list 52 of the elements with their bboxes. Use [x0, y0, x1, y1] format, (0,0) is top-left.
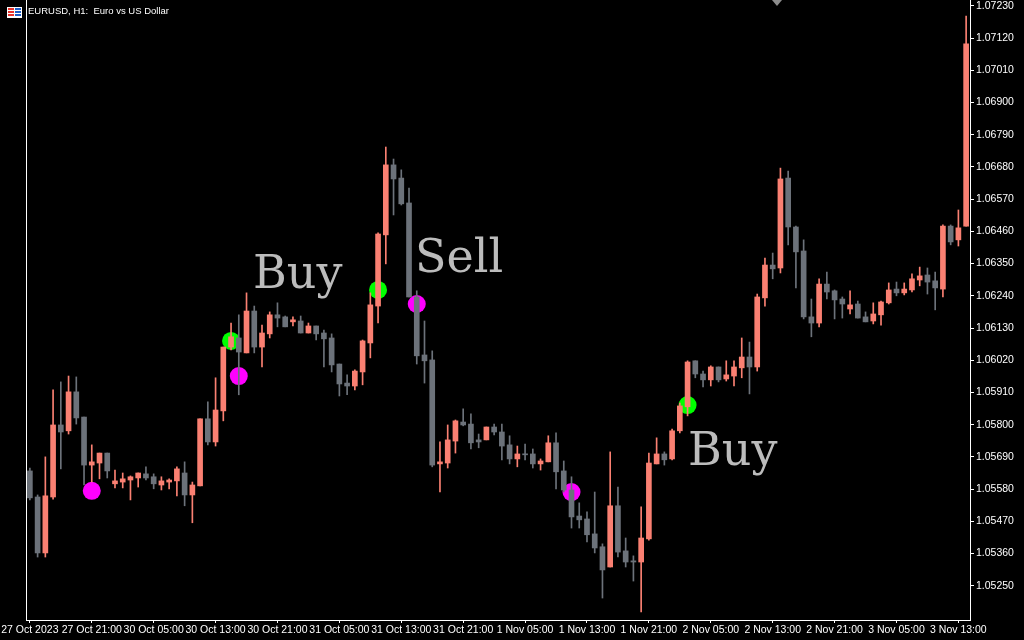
- x-tick-label: 2 Nov 21:00: [806, 623, 864, 636]
- x-tick-label: 30 Oct 21:00: [247, 623, 308, 636]
- x-tick-label: 3 Nov 05:00: [868, 623, 925, 636]
- point: [82, 481, 101, 500]
- candlestick: [57, 381, 64, 470]
- x-tick-label: 31 Oct 21:00: [433, 623, 494, 636]
- candlestick: [112, 469, 118, 489]
- y-tick-label: 1.06790: [976, 127, 1015, 140]
- candlestick: [932, 271, 939, 311]
- x-tick-label: 2 Nov 13:00: [744, 623, 802, 636]
- y-tick-label: 1.05800: [976, 417, 1015, 430]
- y-tick-label: 1.05910: [976, 385, 1015, 398]
- y-tick-label: 1.06240: [976, 288, 1015, 301]
- y-tick-label: 1.06680: [976, 159, 1015, 172]
- text: EURUSD, H1: Euro vs US Dollar: [28, 5, 169, 17]
- y-tick-label: 1.05580: [976, 481, 1015, 494]
- x-tick-label: 31 Oct 13:00: [371, 623, 432, 636]
- x-tick-label: 27 Oct 21:00: [61, 623, 122, 636]
- x-tick-label: 2 Nov 05:00: [682, 623, 740, 636]
- x-tick-label: 27 Oct 2023: [1, 623, 59, 636]
- y-tick-label: 1.07010: [976, 63, 1015, 76]
- x-tick-label: 30 Oct 13:00: [185, 623, 246, 636]
- candlestick: [576, 502, 583, 529]
- y-tick-label: 1.07230: [976, 0, 1015, 11]
- candlestick: [638, 506, 644, 613]
- y-tick-label: 1.06130: [976, 320, 1015, 333]
- candlestick: [344, 374, 350, 396]
- candlestick: [522, 443, 528, 461]
- annotation: Buy: [253, 245, 343, 299]
- candlestick: [769, 252, 776, 280]
- y-tick-label: 1.07120: [976, 30, 1015, 43]
- annotation: Buy: [688, 422, 778, 476]
- candlestick: [460, 408, 467, 427]
- x-tick-label: 3 Nov 13:00: [930, 623, 987, 636]
- x-tick-label: 1 Nov 21:00: [620, 623, 678, 636]
- y-tick-label: 1.05470: [976, 514, 1015, 527]
- y-tick-label: 1.05250: [976, 578, 1015, 591]
- y-tick-label: 1.06020: [976, 353, 1015, 366]
- x-tick-label: 31 Oct 05:00: [309, 623, 370, 636]
- y-tick-label: 1.06570: [976, 192, 1015, 205]
- candlestick: [321, 329, 327, 368]
- x-tick-label: 30 Oct 05:00: [123, 623, 184, 636]
- y-tick-label: 1.06350: [976, 256, 1015, 269]
- candlestick: [591, 491, 598, 554]
- annotation: Sell: [415, 229, 504, 283]
- x-tick-label: 1 Nov 05:00: [496, 623, 554, 636]
- y-tick-label: 1.05690: [976, 449, 1015, 462]
- y-tick-label: 1.06900: [976, 95, 1015, 108]
- candlestick: [235, 314, 242, 396]
- x-tick-label: 1 Nov 13:00: [558, 623, 616, 636]
- y-tick-label: 1.05360: [976, 546, 1015, 559]
- y-tick-label: 1.06460: [976, 224, 1015, 237]
